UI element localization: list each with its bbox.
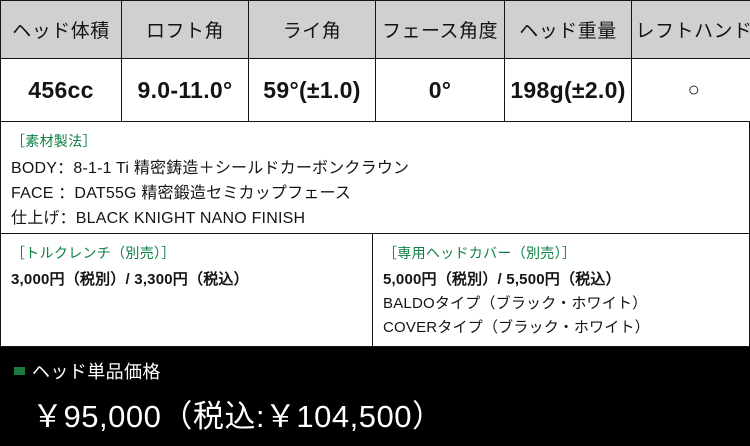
spec-header-head-weight: ヘッド重量 bbox=[504, 0, 632, 59]
specification-table: ヘッド体積 ロフト角 ライ角 フェース角度 ヘッド重量 レフトハンド 456cc… bbox=[0, 0, 750, 122]
accessories-row: ［トルクレンチ（別売）］ 3,000円（税別）/ 3,300円（税込） ［専用ヘ… bbox=[0, 234, 750, 347]
spec-header-lie-angle: ライ角 bbox=[248, 0, 376, 59]
spec-header-loft-angle: ロフト角 bbox=[121, 0, 249, 59]
material-line-finish: 仕上げ：BLACK KNIGHT NANO FINISH bbox=[11, 210, 306, 227]
spec-table-header-row: ヘッド体積 ロフト角 ライ角 フェース角度 ヘッド重量 レフトハンド bbox=[0, 0, 750, 59]
spec-value-loft-angle: 9.0-11.0° bbox=[121, 58, 249, 122]
green-square-bullet-icon bbox=[14, 367, 25, 375]
footer-label-row: ヘッド単品価格 bbox=[14, 358, 750, 384]
head-cover-variant-cover: COVERタイプ（ブラック・ホワイト） bbox=[383, 319, 650, 336]
material-section-heading: ［素材製法］ bbox=[11, 133, 97, 149]
footer-price-value: ￥95,000（税込:￥104,500） bbox=[32, 399, 444, 434]
spec-value-head-volume: 456cc bbox=[0, 58, 122, 122]
material-line-face: FACE ：DAT55G 精密鍛造セミカップフェース bbox=[11, 185, 352, 202]
material-construction-block: ［素材製法］ BODY：8-1-1 Ti 精密鋳造＋シールドカーボンクラウン F… bbox=[0, 122, 750, 234]
head-cover-price: 5,000円（税別）/ 5,500円（税込） bbox=[383, 271, 621, 288]
torque-wrench-price: 3,000円（税別）/ 3,300円（税込） bbox=[11, 271, 249, 288]
torque-wrench-heading: ［トルクレンチ（別売）］ bbox=[11, 245, 176, 261]
head-price-footer: ヘッド単品価格 ￥95,000（税込:￥104,500） bbox=[0, 347, 750, 446]
spec-value-left-hand-availability-circle-icon: ○ bbox=[631, 58, 750, 122]
head-cover-heading: ［専用ヘッドカバー（別売）］ bbox=[383, 245, 577, 261]
torque-wrench-cell: ［トルクレンチ（別売）］ 3,000円（税別）/ 3,300円（税込） bbox=[1, 234, 372, 346]
spec-value-lie-angle: 59°(±1.0) bbox=[248, 58, 376, 122]
spec-header-left-hand: レフトハンド bbox=[631, 0, 750, 59]
material-line-body: BODY：8-1-1 Ti 精密鋳造＋シールドカーボンクラウン bbox=[11, 160, 410, 177]
footer-price-label: ヘッド単品価格 bbox=[32, 362, 161, 382]
spec-value-face-angle: 0° bbox=[375, 58, 505, 122]
spec-value-head-weight: 198g(±2.0) bbox=[504, 58, 632, 122]
spec-table-value-row: 456cc 9.0-11.0° 59°(±1.0) 0° 198g(±2.0) … bbox=[0, 58, 750, 122]
spec-header-face-angle: フェース角度 bbox=[375, 0, 505, 59]
spec-header-head-volume: ヘッド体積 bbox=[0, 0, 122, 59]
head-cover-variant-baldo: BALDOタイプ（ブラック・ホワイト） bbox=[383, 295, 648, 312]
head-cover-cell: ［専用ヘッドカバー（別売）］ 5,000円（税別）/ 5,500円（税込） BA… bbox=[372, 234, 749, 346]
